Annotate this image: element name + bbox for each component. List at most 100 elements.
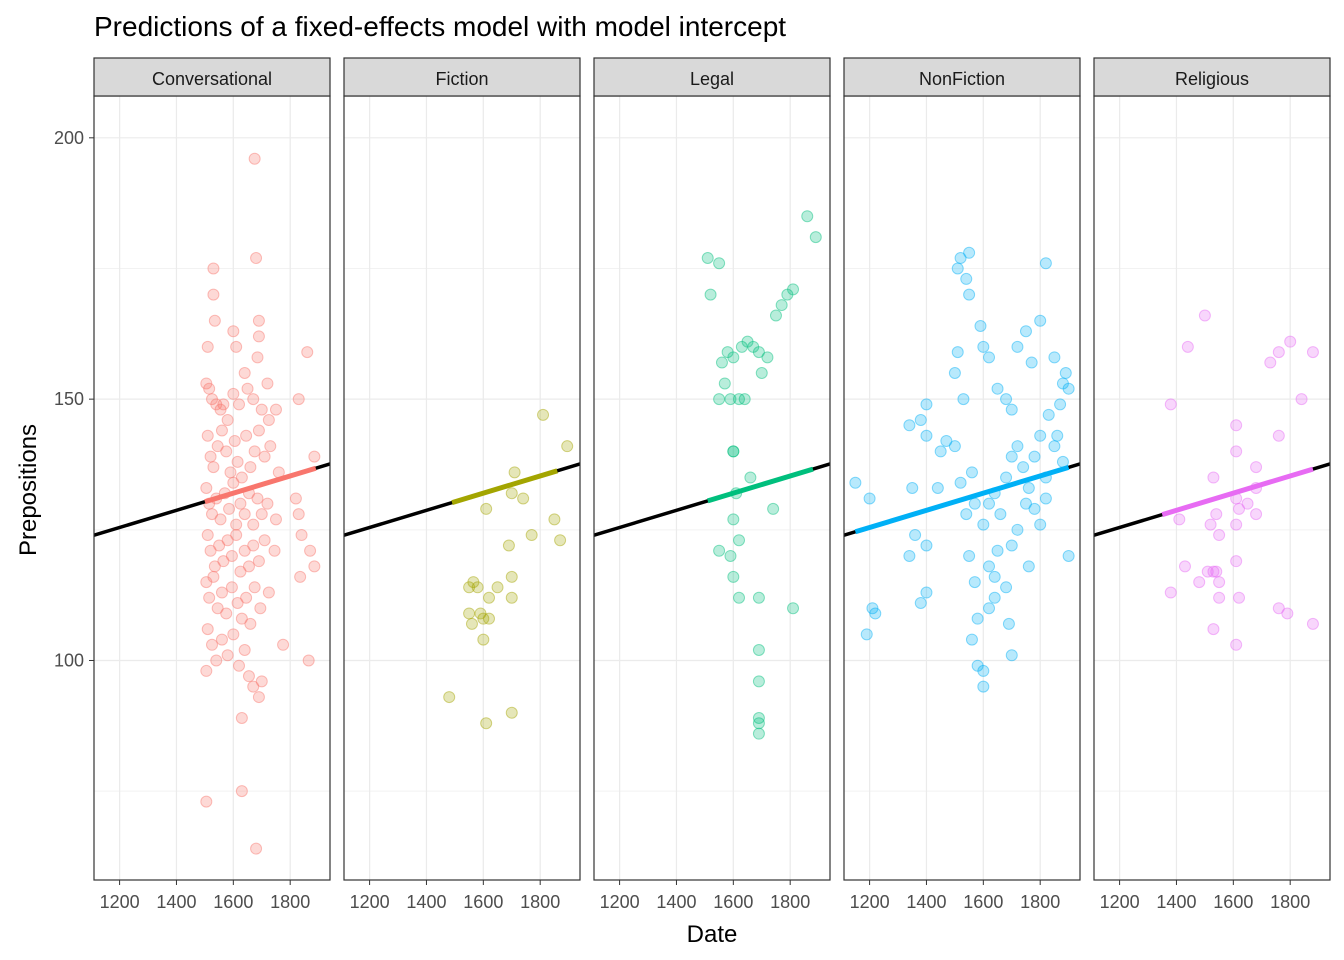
x-tick-label: 1600: [213, 892, 253, 912]
data-point: [227, 325, 240, 338]
data-point: [268, 544, 281, 557]
data-point: [200, 576, 213, 589]
data-point: [1039, 492, 1052, 505]
data-point: [254, 602, 267, 615]
data-point: [863, 492, 876, 505]
data-point: [1000, 393, 1013, 406]
data-point: [206, 638, 218, 651]
data-point: [233, 659, 246, 672]
data-point: [227, 628, 240, 641]
data-point: [727, 351, 740, 364]
data-point: [208, 314, 221, 327]
data-point: [906, 482, 919, 494]
data-point: [960, 272, 973, 285]
data-point: [255, 403, 268, 416]
data-point: [963, 246, 976, 259]
data-point: [203, 591, 216, 604]
panel-nonfiction: NonFiction 1200 1400 1600 1800: [843, 57, 1081, 912]
data-point: [801, 210, 814, 223]
data-point: [752, 644, 765, 657]
data-point: [262, 414, 275, 427]
data-point: [208, 560, 221, 573]
data-point: [248, 581, 261, 594]
data-point: [1011, 340, 1024, 353]
data-point: [971, 612, 984, 625]
data-point: [235, 471, 248, 484]
data-point: [988, 570, 1001, 583]
data-point: [480, 717, 493, 730]
data-point: [1022, 482, 1035, 494]
data-point: [715, 356, 728, 369]
data-point: [752, 346, 765, 359]
data-point: [548, 513, 561, 526]
data-point: [733, 393, 746, 406]
data-point: [963, 549, 976, 562]
data-point: [213, 539, 226, 552]
data-point: [505, 591, 518, 604]
fitted-segment: [451, 468, 558, 505]
data-point: [968, 497, 981, 510]
x-tick-label: 1200: [1100, 892, 1140, 912]
y-axis-title: Prepositions: [15, 424, 42, 556]
data-point: [755, 367, 768, 380]
data-point: [1164, 398, 1177, 411]
data-point: [214, 513, 227, 526]
x-tick-label: 1400: [656, 892, 696, 912]
panel-conversational: Conversational 1200 1400 1600 1800: [93, 57, 331, 912]
data-point: [1284, 335, 1297, 348]
data-point: [983, 497, 996, 510]
data-point: [1039, 257, 1052, 270]
data-point: [849, 476, 862, 489]
data-point: [230, 518, 243, 531]
data-point: [747, 340, 760, 353]
panel-background: [594, 96, 830, 880]
data-point: [977, 340, 990, 353]
data-point: [295, 529, 308, 542]
data-point: [238, 508, 251, 521]
data-point: [713, 257, 726, 270]
data-point: [775, 299, 788, 312]
data-point: [258, 534, 271, 547]
data-point: [238, 644, 251, 657]
data-point: [994, 508, 1007, 521]
x-tick-label: 1200: [850, 892, 890, 912]
facet-strip-label: Legal: [690, 69, 734, 89]
data-point: [1042, 408, 1055, 421]
data-point: [977, 664, 990, 677]
data-layer: [1094, 309, 1330, 651]
data-point: [977, 518, 990, 531]
data-point: [957, 393, 970, 406]
data-point: [301, 346, 314, 359]
data-point: [721, 346, 734, 359]
data-point: [252, 691, 265, 704]
data-point: [252, 555, 265, 568]
facet-strip: [843, 57, 1081, 97]
data-point: [968, 576, 981, 589]
data-point: [215, 586, 228, 599]
data-point: [235, 785, 248, 798]
facet-strip-label: Conversational: [152, 69, 272, 89]
data-point: [210, 654, 223, 667]
data-point: [242, 560, 255, 573]
x-tick-label: 1800: [1020, 892, 1060, 912]
data-point: [483, 612, 496, 625]
data-point: [227, 476, 240, 489]
data-point: [240, 429, 253, 442]
data-point: [1034, 314, 1047, 327]
data-point: [1005, 450, 1018, 463]
data-point: [230, 340, 243, 353]
data-point: [988, 591, 1001, 604]
data-point: [201, 429, 214, 442]
data-point: [224, 466, 237, 479]
data-point: [238, 367, 251, 380]
x-tick-label: 1800: [270, 892, 310, 912]
data-point: [960, 508, 973, 521]
data-point: [491, 581, 504, 594]
data-point: [269, 513, 282, 526]
data-point: [701, 252, 714, 265]
y-tick-label: 150: [54, 389, 84, 409]
x-tick-label: 1800: [1270, 892, 1310, 912]
data-point: [463, 581, 476, 594]
data-point: [1178, 560, 1191, 573]
data-point: [909, 529, 922, 542]
